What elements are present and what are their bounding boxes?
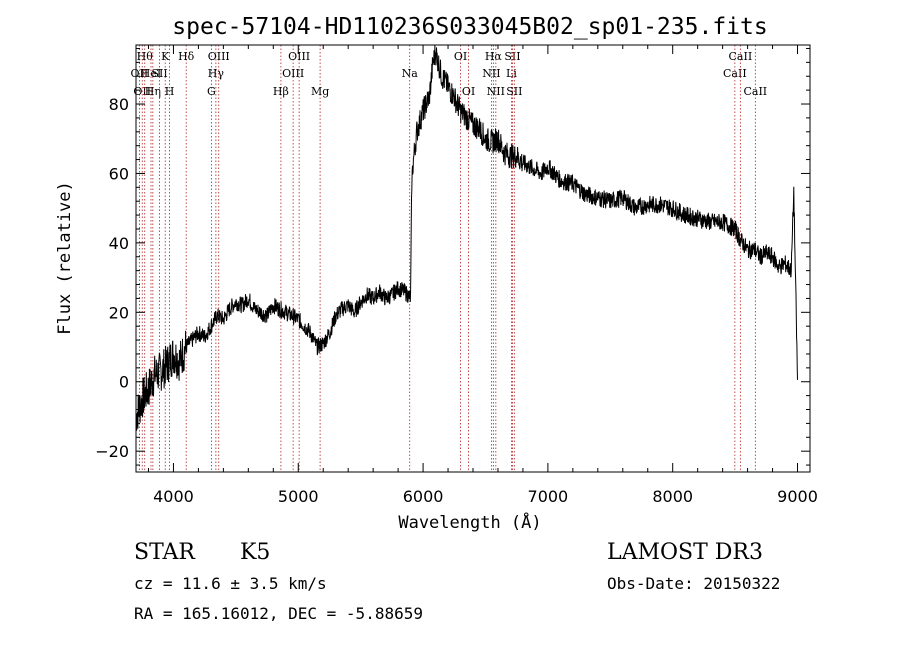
observation-date: Obs-Date: 20150322 — [607, 574, 781, 593]
x-tick-label-6000: 6000 — [403, 487, 444, 506]
object-class: STAR — [134, 540, 195, 565]
line-label-24: SII — [506, 85, 522, 98]
line-label-26: CaII — [729, 50, 753, 63]
x-tick-label-8000: 8000 — [652, 487, 693, 506]
flux-line — [135, 44, 798, 431]
y-tick-label-40: 40 — [109, 234, 129, 253]
line-label-13: OIII — [282, 67, 304, 80]
y-axis-label: Flux (relative) — [55, 181, 75, 335]
flux-series — [135, 44, 798, 431]
line-label-20: Hα — [485, 50, 503, 63]
line-label-18: OI — [462, 85, 475, 98]
line-label-21: NII — [487, 85, 505, 98]
line-label-4: Hη — [145, 85, 161, 98]
line-label-11: OIII — [208, 50, 230, 63]
line-label-12: Hβ — [273, 85, 289, 98]
line-label-0: OII — [131, 67, 149, 80]
line-label-14: OIII — [288, 50, 310, 63]
line-label-10: Hγ — [208, 67, 225, 80]
y-tick-label-60: 60 — [109, 164, 129, 183]
line-label-7: H — [165, 85, 175, 98]
plot-frame — [135, 44, 811, 473]
line-label-23: SII — [504, 50, 520, 63]
coordinates: RA = 165.16012, DEC = -5.88659 — [134, 604, 423, 623]
line-label-22: Li — [506, 67, 517, 80]
x-tick-label-7000: 7000 — [528, 487, 569, 506]
x-tick-label-4000: 4000 — [153, 487, 194, 506]
redshift-readout: cz = 11.6 ± 3.5 km/s — [134, 574, 327, 593]
y-tick-label-0: 0 — [119, 373, 129, 392]
line-label-1: OII — [133, 85, 151, 98]
line-label-6: K — [161, 50, 170, 63]
line-label-27: CaII — [743, 85, 767, 98]
line-label-3: HeI — [141, 67, 161, 80]
line-label-5: SII — [151, 67, 167, 80]
subclass: K5 — [240, 540, 271, 565]
line-label-25: CaII — [723, 67, 747, 80]
y-tick-label-20: 20 — [109, 303, 129, 322]
line-label-15: Mg — [311, 85, 329, 98]
line-label-9: G — [207, 85, 216, 98]
y-tick-label-80: 80 — [109, 95, 129, 114]
spectral-line-markers: OII OII Hθ HeI Hη SII K H Hδ G Hγ OIII Hβ OIII OIII Mg N… — [131, 45, 767, 472]
line-label-16: Na — [402, 67, 419, 80]
line-label-2: Hθ — [137, 50, 154, 63]
x-tick-label-5000: 5000 — [278, 487, 319, 506]
line-label-8: Hδ — [178, 50, 195, 63]
line-label-19: NII — [482, 67, 500, 80]
x-axis-label: Wavelength (Å) — [398, 511, 541, 533]
survey-name: LAMOST DR3 — [607, 540, 763, 565]
y-axis: −20 0 20 40 60 80 — [95, 47, 810, 466]
y-tick-label--20: −20 — [95, 442, 129, 461]
line-label-17: OI — [454, 50, 467, 63]
x-tick-label-9000: 9000 — [777, 487, 818, 506]
chart-title: spec-57104-HD110236S033045B02_sp01-235.f… — [172, 14, 767, 40]
x-axis: 4000 5000 6000 7000 8000 9000 — [147, 45, 818, 506]
